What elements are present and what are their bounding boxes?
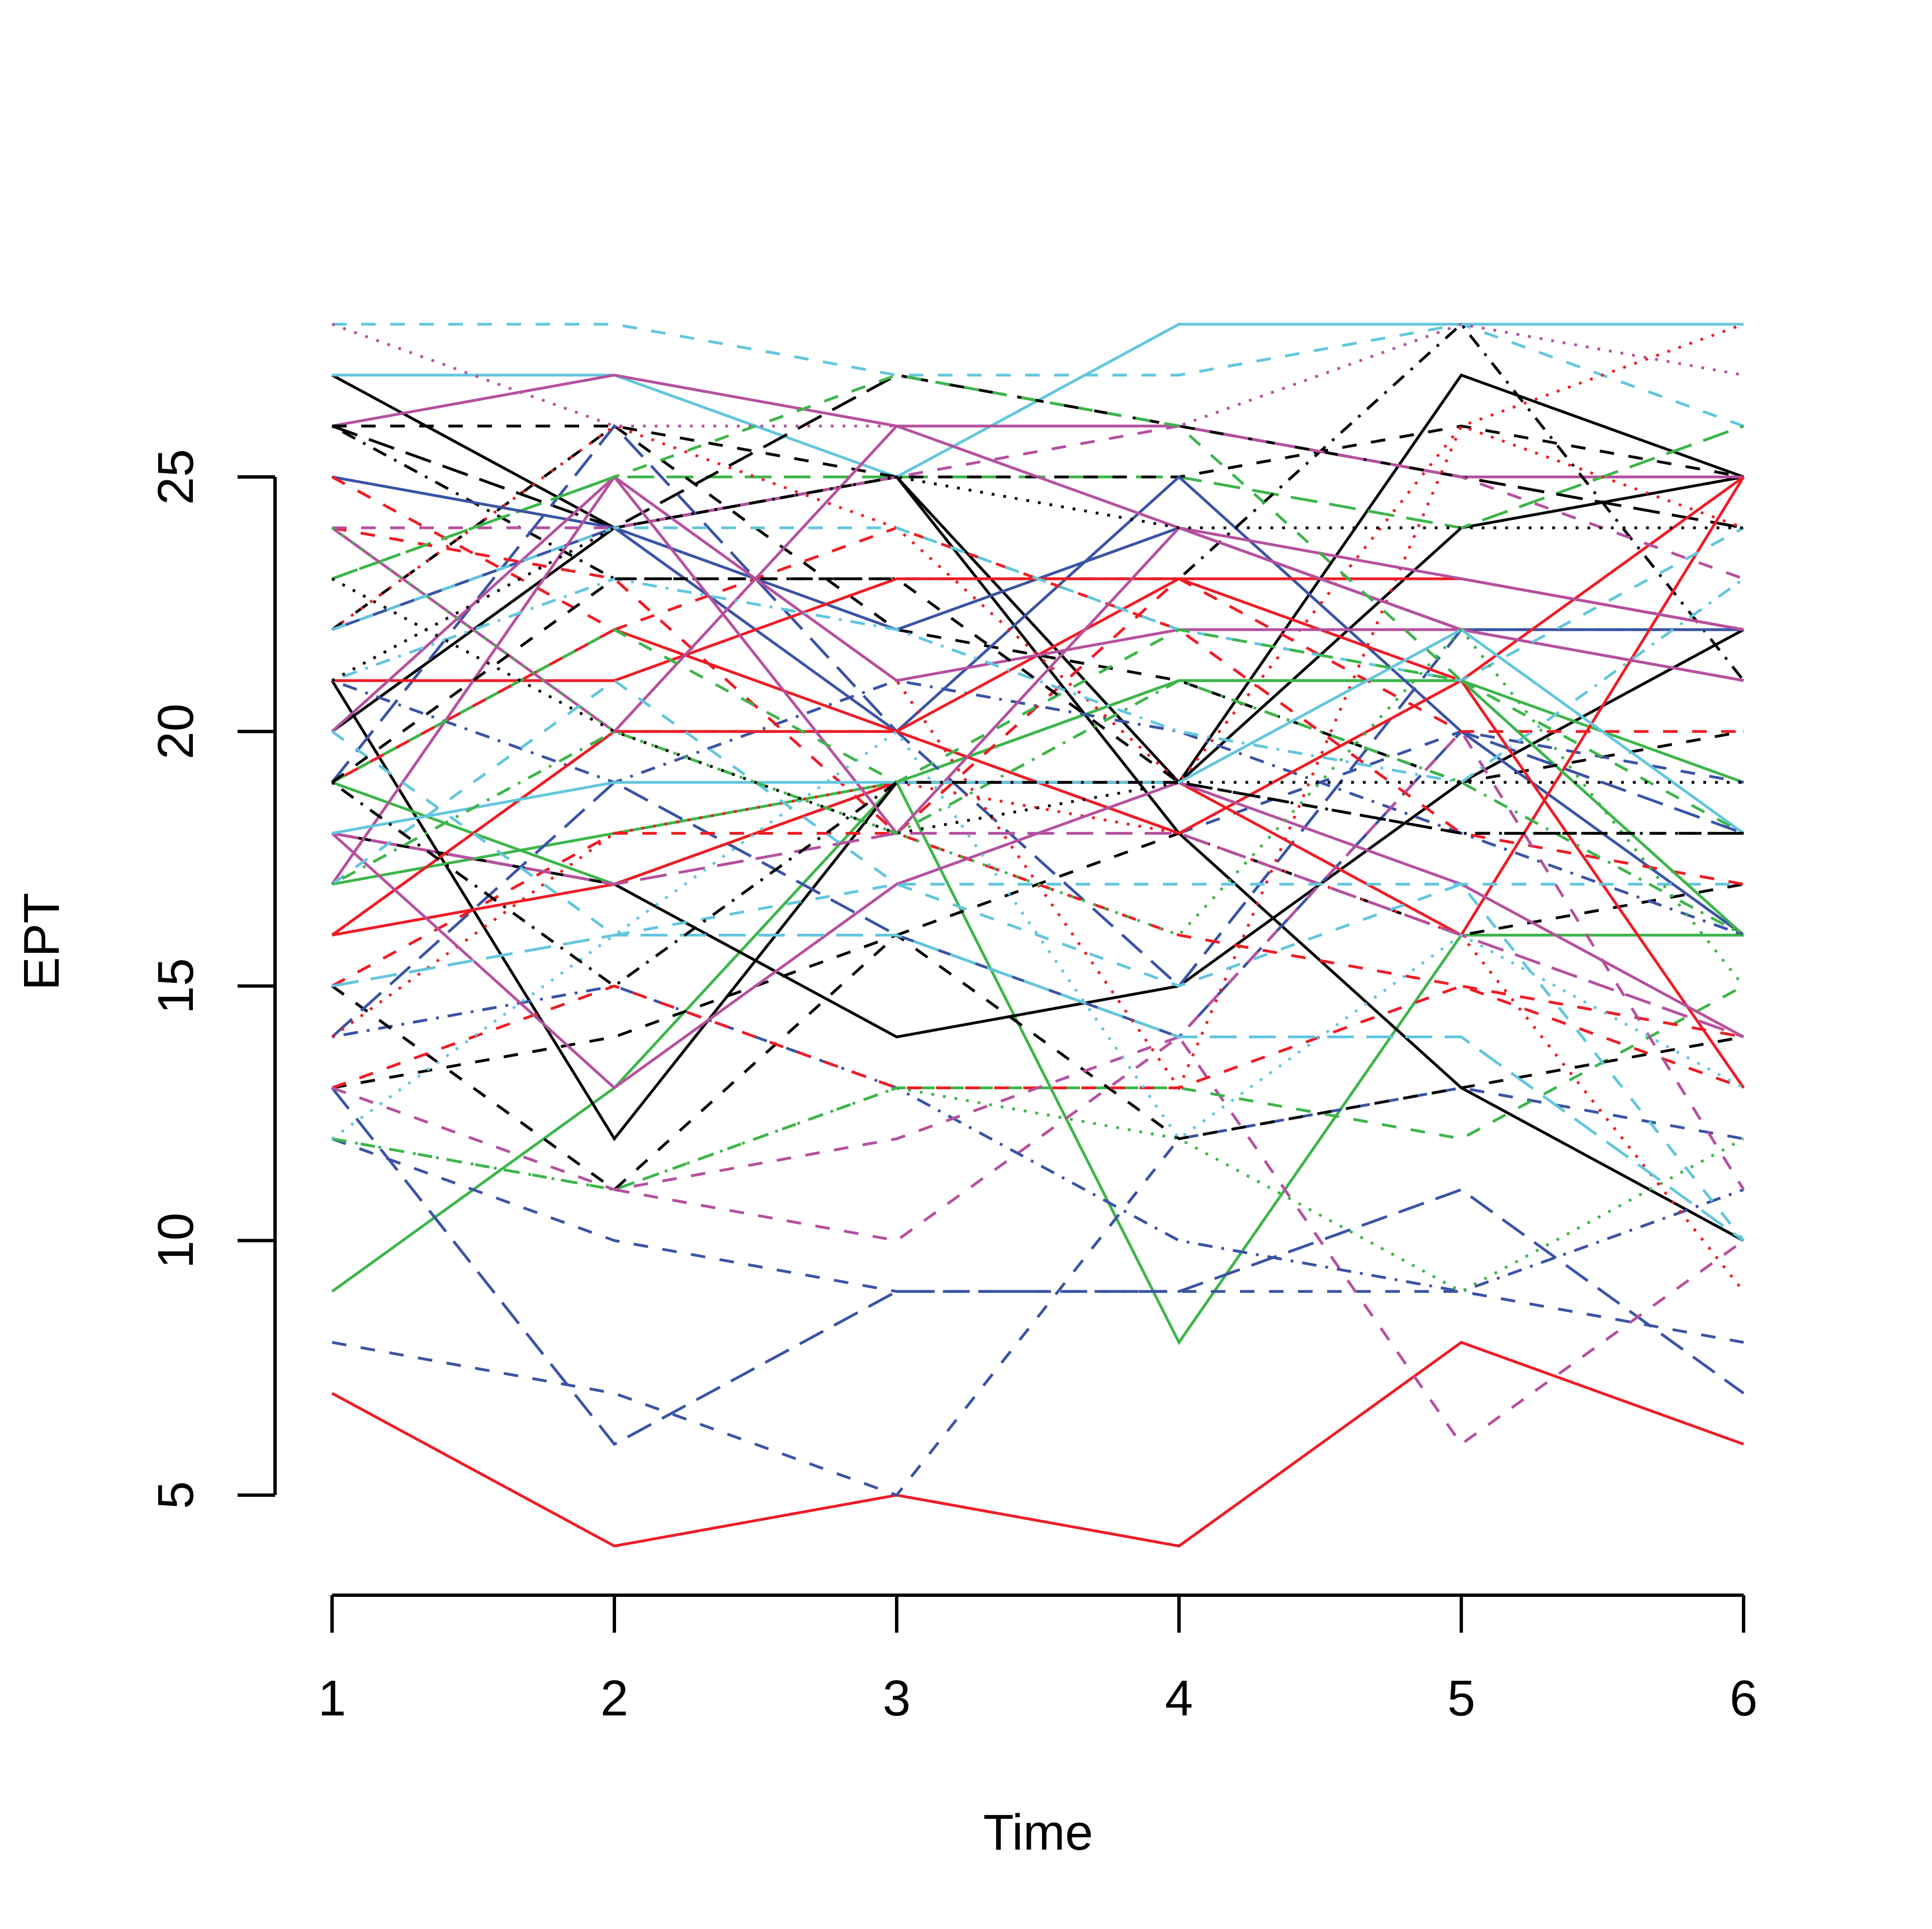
series-line-11 bbox=[332, 1137, 1744, 1344]
y-tick-label: 25 bbox=[148, 449, 204, 505]
series-line-48 bbox=[332, 424, 1744, 580]
series-line-18 bbox=[332, 679, 1744, 886]
series-lines bbox=[330, 322, 1745, 1548]
series-line-10 bbox=[331, 985, 1745, 1446]
series-line-16 bbox=[332, 1086, 1745, 1293]
series-line-2 bbox=[331, 779, 1744, 1345]
series-line-49 bbox=[332, 729, 1745, 1192]
series-line-54 bbox=[331, 679, 1745, 1242]
x-axis-label: Time bbox=[983, 1805, 1093, 1861]
series-line-25 bbox=[331, 831, 1744, 1192]
series-line-62 bbox=[331, 577, 1744, 835]
series-line-58 bbox=[331, 628, 1745, 835]
series-line-46 bbox=[330, 474, 1744, 885]
y-tick-label: 15 bbox=[148, 958, 204, 1014]
x-tick-label: 6 bbox=[1730, 1671, 1758, 1727]
series-line-64 bbox=[331, 577, 1744, 835]
y-ticks: 5 10 15 20 25 bbox=[148, 449, 275, 1509]
series-line-61 bbox=[331, 679, 1745, 937]
series-line-12 bbox=[332, 984, 1744, 1293]
series-line-20 bbox=[332, 424, 1744, 479]
series-line-40 bbox=[331, 475, 1744, 886]
series-line-13 bbox=[331, 373, 1744, 785]
series-line-38 bbox=[331, 831, 1744, 1039]
series-line-21 bbox=[332, 373, 1744, 529]
x-tick-label: 2 bbox=[600, 1671, 628, 1727]
series-line-45 bbox=[331, 424, 1744, 734]
series-line-41 bbox=[332, 526, 1744, 835]
series-line-1 bbox=[331, 1341, 1744, 1548]
series-line-52 bbox=[332, 933, 1745, 1242]
y-tick-label: 20 bbox=[148, 703, 204, 759]
x-tick-label: 4 bbox=[1165, 1671, 1193, 1727]
y-tick-label: 10 bbox=[148, 1213, 204, 1269]
series-line-42 bbox=[332, 984, 1744, 1090]
x-tick-label: 3 bbox=[883, 1671, 911, 1727]
series-line-28 bbox=[331, 424, 1744, 989]
series-line-19 bbox=[332, 424, 1744, 580]
y-tick-label: 5 bbox=[148, 1481, 204, 1509]
x-tick-label: 1 bbox=[318, 1671, 346, 1727]
series-line-22 bbox=[331, 322, 1745, 682]
series-line-50 bbox=[332, 831, 1744, 1038]
series-line-24 bbox=[332, 933, 1744, 1141]
series-line-51 bbox=[332, 628, 1745, 835]
series-line-7 bbox=[332, 323, 1744, 428]
y-axis-label: EPT bbox=[14, 892, 70, 990]
series-line-56 bbox=[332, 526, 1745, 682]
series-line-15 bbox=[332, 373, 1744, 479]
x-tick-label: 5 bbox=[1447, 1671, 1475, 1727]
x-ticks: 1 2 3 4 5 6 bbox=[318, 1595, 1758, 1727]
